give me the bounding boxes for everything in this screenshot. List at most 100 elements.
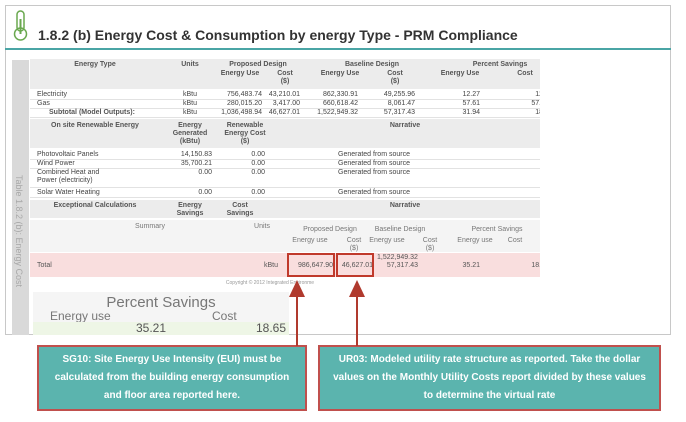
row-line (30, 159, 540, 160)
column-subheader: Cost ($) (387, 70, 403, 85)
panel-border (5, 5, 671, 335)
savings-value: 18.65 (255, 321, 286, 335)
savings-header: Energy use (50, 309, 111, 323)
cell: 57.6 (531, 100, 540, 107)
column-subheader: Energy use (369, 237, 405, 244)
callout-text: UR03: Modeled utility rate structure as … (333, 354, 646, 401)
column-header: Energy Generated (kBtu) (172, 122, 208, 145)
cell: 0.00 (251, 189, 265, 196)
column-header: Units (254, 223, 270, 230)
cell: 0.00 (251, 151, 265, 158)
column-subheader: Cost ($) (277, 70, 293, 85)
header-band (30, 200, 540, 218)
cell: 46,627.01 (268, 109, 300, 116)
page-title: 1.8.2 (b) Energy Cost & Consumption by e… (38, 27, 518, 43)
report-table: Energy Type Units Proposed Design Baseline … (30, 59, 540, 286)
callout-text: SG10: Site Energy Use Intensity (EUI) mu… (54, 354, 290, 401)
row-line (30, 197, 540, 198)
cell: Generated from source (338, 189, 410, 196)
row-line (30, 187, 540, 188)
column-subheader: Energy Use (220, 70, 260, 77)
cell: 35,700.21 (180, 160, 212, 167)
column-header: Percent Savings (471, 226, 523, 233)
column-header: Cost Savings (226, 202, 254, 217)
cell: 3,417.00 (272, 100, 300, 107)
cell: 46,627.01 (341, 262, 373, 269)
column-header: Baseline Design (344, 61, 400, 68)
header-band (30, 119, 540, 148)
cell: 35.21 (462, 262, 480, 269)
cell: 57,317.43 (386, 262, 418, 269)
cell: Combined Heat and Power (electricity) (37, 169, 100, 184)
cell: 1,036,498.94 (221, 109, 262, 116)
column-header: Proposed Design (229, 61, 287, 68)
header-band (30, 220, 540, 252)
callout: SG10: Site Energy Use Intensity (EUI) mu… (37, 345, 307, 411)
side-label: Table 1.8.2 (b): Energy Cost (14, 175, 24, 288)
column-subheader: Cost ($) (422, 237, 438, 252)
cell: 43,210.01 (268, 91, 300, 98)
cell: 8,061.47 (387, 100, 415, 107)
highlight-box (287, 253, 335, 277)
column-header: Exceptional Calculations (53, 202, 137, 209)
column-subheader: Cost ($) (346, 237, 362, 252)
cell: 0.00 (198, 189, 212, 196)
column-header: Narrative (389, 122, 421, 129)
column-subheader: Energy use (457, 237, 493, 244)
cell: Subtotal (Model Outputs): (49, 109, 135, 116)
cell: 1,522,949.32 (377, 254, 418, 261)
cell: 18. (535, 109, 540, 116)
callout: UR03: Modeled utility rate structure as … (318, 345, 661, 411)
cell: kBtu (182, 91, 197, 98)
highlight-box (336, 253, 374, 277)
cell: Gas (37, 100, 50, 107)
row-line (30, 168, 540, 169)
savings-value: 35.21 (135, 321, 166, 335)
row-line (30, 117, 540, 118)
cell: Electricity (37, 91, 67, 98)
column-header: Summary (135, 223, 165, 230)
row-line (30, 99, 540, 100)
column-subheader: Cost (517, 70, 533, 77)
savings-row (33, 322, 289, 335)
column-header: Energy Type (74, 61, 116, 68)
cell: kBtu (182, 109, 197, 116)
cell: 0.00 (251, 160, 265, 167)
cell: 12. (535, 91, 540, 98)
column-subheader: Cost (507, 237, 523, 244)
cell: kBtu (263, 262, 278, 269)
column-header: Narrative (389, 202, 421, 209)
cell: Generated from source (338, 151, 410, 158)
cell: 12.27 (462, 91, 480, 98)
copyright: Copyright © 2012 Integrated Environme (225, 280, 315, 286)
cell: Generated from source (338, 160, 410, 167)
column-subheader: Energy Use (320, 70, 360, 77)
column-header: Proposed Design (303, 226, 357, 233)
header-band (30, 59, 540, 89)
cell: Solar Water Heating (37, 189, 100, 196)
cell: Wind Power (37, 160, 75, 167)
column-header: Percent Savings (472, 61, 528, 68)
cell: 18.6 (531, 262, 540, 269)
cell: kBtu (182, 100, 197, 107)
cell: 280,015.20 (226, 100, 262, 107)
cell: 57,317.43 (383, 109, 415, 116)
cell: 0.00 (251, 169, 265, 176)
column-header: Units (181, 61, 199, 68)
cell: 1,522,949.32 (317, 109, 358, 116)
cell: 49,255.96 (383, 91, 415, 98)
total-row (30, 253, 540, 277)
cell: 862,330.91 (322, 91, 358, 98)
savings-title: Percent Savings (106, 294, 216, 311)
cell: 660,618.42 (322, 100, 358, 107)
cell: Photovoltaic Panels (37, 151, 99, 158)
cell: 0.00 (198, 169, 212, 176)
cell: 986,647.90 (297, 262, 333, 269)
side-bar: Table 1.8.2 (b): Energy Cost (12, 60, 29, 335)
thermometer-icon (13, 10, 28, 41)
cell: 756,483.74 (226, 91, 262, 98)
cell: 14,150.83 (180, 151, 212, 158)
column-subheader: Energy Use (440, 70, 480, 77)
